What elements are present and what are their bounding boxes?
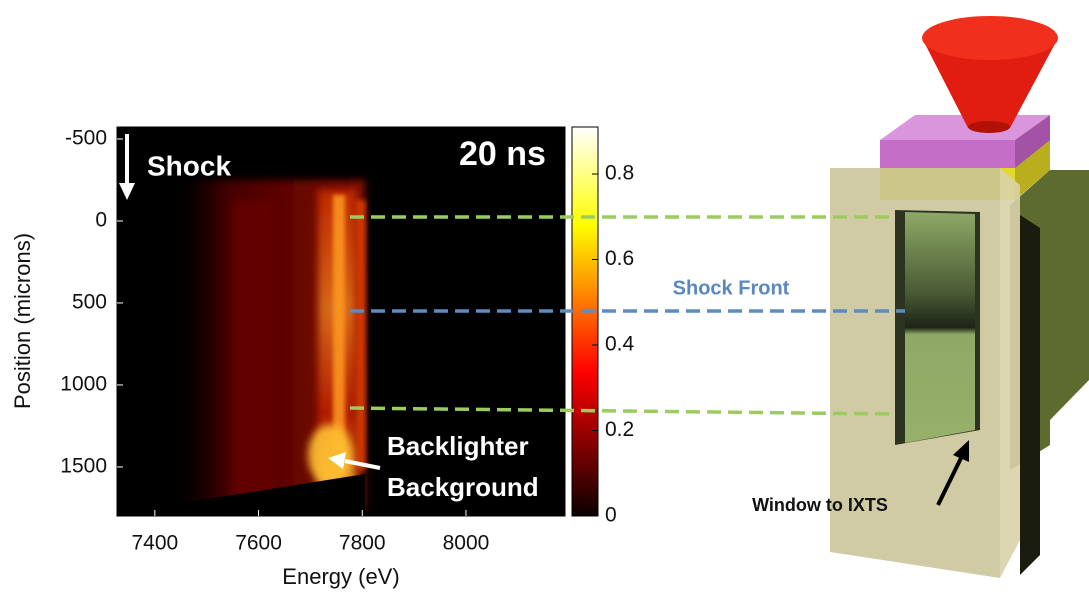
x-tick-label: 7400 — [131, 532, 178, 555]
y-tick-label: 1000 — [60, 373, 107, 396]
colorbar — [572, 127, 598, 516]
colorbar-tick-label: 0.2 — [605, 418, 634, 441]
y-tick-label: 500 — [72, 291, 107, 314]
backlighter-label: Background — [387, 472, 539, 502]
y-tick-label: 1500 — [60, 455, 107, 478]
x-tick-label: 8000 — [443, 532, 490, 555]
colorbar-tick-label: 0 — [605, 504, 617, 527]
x-axis-label: Energy (eV) — [282, 564, 399, 589]
y-axis-label: Position (microns) — [10, 233, 35, 409]
x-tick-label: 7600 — [235, 532, 282, 555]
time-label: 20 ns — [459, 135, 546, 173]
colorbar-tick-label: 0.6 — [605, 247, 634, 270]
target-diagram — [830, 16, 1089, 578]
y-tick-label: 0 — [95, 209, 107, 232]
x-tick-label: 7800 — [339, 532, 386, 555]
shock-label: Shock — [147, 150, 231, 181]
shock-front-label: Shock Front — [673, 277, 790, 299]
figure: Energy (eV) Position (microns) Shock 20 … — [0, 0, 1089, 596]
colorbar-tick-label: 0.8 — [605, 162, 634, 185]
y-tick-label: -500 — [65, 127, 107, 150]
window-label: Window to IXTS — [752, 495, 888, 515]
backlighter-label: Backlighter — [387, 431, 529, 461]
colorbar-tick-label: 0.4 — [605, 333, 635, 356]
